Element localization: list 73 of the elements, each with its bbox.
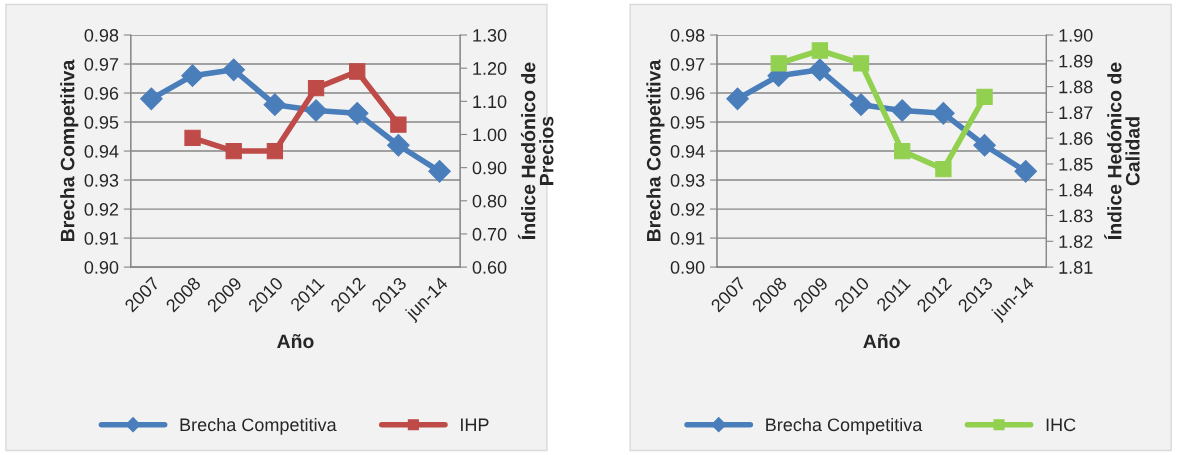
y-tick-label: 0.94 (84, 144, 119, 158)
y2-tick-label: 1.20 (473, 62, 507, 75)
point (225, 142, 242, 160)
y-tick-label: 0.98 (670, 28, 705, 42)
point (849, 93, 873, 116)
point (387, 133, 410, 157)
point (811, 42, 829, 59)
y2-tick-label: 1.83 (1059, 209, 1093, 223)
point (266, 142, 284, 160)
point (808, 58, 832, 82)
point (181, 64, 204, 87)
x-axis-title: Año (863, 333, 900, 349)
y-axis-title: Brecha Competitiva (646, 59, 665, 242)
y-tick-label: 0.95 (84, 115, 119, 129)
y-tick-label: 0.97 (84, 57, 119, 71)
y2-axis-title: Índice Hedónico de Calidad (1104, 62, 1140, 240)
point (894, 142, 911, 160)
y2-tick-label: 1.87 (1059, 106, 1093, 120)
legend-label: Brecha Competitiva (180, 417, 337, 435)
y2-tick-label: 1.89 (1059, 54, 1093, 68)
point (770, 55, 787, 72)
y-tick-label: 0.91 (84, 232, 119, 245)
y2-tick-label: 0.70 (472, 227, 507, 241)
y2-tick-label: 0.60 (472, 261, 507, 274)
y-tick-label: 0.91 (670, 232, 705, 245)
y-tick-label: 0.96 (670, 86, 705, 100)
point (726, 87, 749, 111)
y2-tick-label: 0.90 (472, 161, 507, 175)
y-tick-label: 0.96 (84, 86, 119, 100)
legend-label: IHP (461, 418, 489, 432)
point (263, 93, 287, 116)
point (390, 116, 407, 133)
y-tick-label: 0.95 (670, 115, 705, 129)
point (349, 63, 366, 80)
y2-tick-label: 1.00 (473, 128, 507, 142)
y2-tick-label: 1.82 (1059, 235, 1093, 249)
y-tick-label: 0.90 (670, 261, 705, 274)
y2-tick-label: 1.90 (1059, 28, 1093, 42)
y-tick-label: 0.98 (84, 28, 119, 42)
point (304, 99, 328, 122)
point (932, 102, 955, 125)
legend-label: IHC (1046, 418, 1076, 432)
point (973, 133, 996, 157)
y-tick-label: 0.93 (670, 174, 705, 187)
y2-tick-label: 1.84 (1059, 183, 1093, 197)
point (307, 79, 325, 97)
point (890, 99, 914, 122)
point (184, 129, 201, 146)
y-tick-label: 0.93 (84, 174, 119, 187)
point (345, 102, 369, 125)
y2-tick-label: 1.30 (473, 28, 507, 42)
y-tick-label: 0.92 (84, 203, 119, 216)
y2-tick-label: 1.86 (1059, 132, 1093, 145)
point (976, 88, 993, 106)
point (428, 160, 451, 183)
y2-tick-label: 1.88 (1059, 80, 1093, 94)
point (1014, 160, 1038, 183)
point (140, 87, 163, 111)
y-tick-label: 0.94 (670, 144, 705, 158)
y2-tick-label: 1.10 (473, 95, 507, 109)
y-axis-title: Brecha Competitiva (60, 59, 79, 242)
legend-label: Brecha Competitiva (766, 417, 923, 435)
y-tick-label: 0.90 (84, 261, 119, 274)
y2-tick-label: 0.80 (472, 194, 507, 208)
point (852, 55, 870, 72)
point (935, 160, 952, 178)
y2-axis-title: Índice Hedónico de Precios (517, 62, 554, 240)
y2-tick-label: 1.81 (1059, 261, 1093, 274)
x-axis-title: Año (277, 333, 314, 349)
y-tick-label: 0.92 (670, 203, 705, 216)
y2-tick-label: 1.85 (1059, 157, 1093, 171)
point (222, 58, 246, 82)
y-tick-label: 0.97 (670, 57, 705, 71)
